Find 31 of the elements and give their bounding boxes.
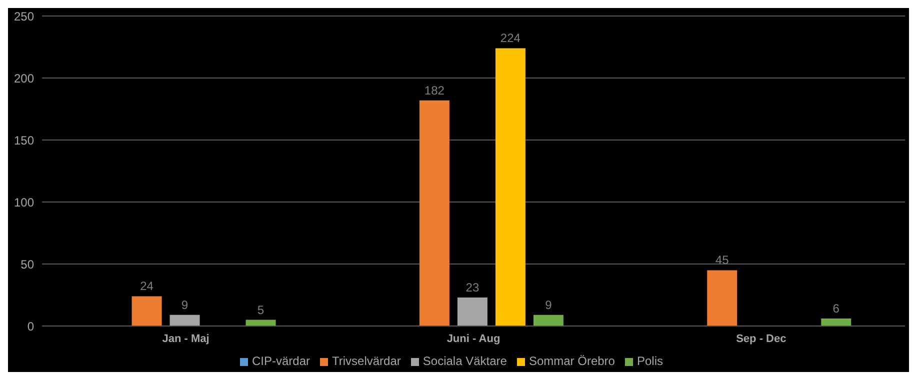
data-label: 9 [181,298,188,312]
y-tick-label: 150 [14,133,34,148]
legend-label: CIP-värdar [252,354,310,368]
y-tick-label: 50 [20,257,34,272]
data-label: 24 [140,279,154,294]
data-label: 224 [500,31,521,46]
data-label: 182 [424,83,445,98]
legend-label: Sociala Väktare [422,354,507,368]
bar [132,296,162,326]
bar [495,48,526,326]
y-tick-label: 100 [14,195,34,210]
y-tick-label: 250 [14,9,34,24]
bar [457,297,488,326]
legend-label: Polis [636,354,663,368]
data-label: 5 [257,302,264,317]
x-tick-label: Sep - Dec [736,332,786,345]
legend-label: Sommar Örebro [528,354,615,368]
bar [707,270,738,326]
bar [170,314,200,326]
data-label: 6 [832,302,840,316]
y-tick-label: 200 [14,71,34,86]
bar [419,100,450,326]
y-tick-label: 0 [27,319,34,334]
data-label: 9 [545,298,552,312]
data-label: 23 [466,280,480,294]
data-label: 45 [715,253,730,268]
x-tick-label: Jan - Maj [162,332,210,345]
x-tick-label: Juni - Aug [446,332,500,345]
bar [821,318,852,326]
bar [533,314,564,326]
legend-label: Trivselvärdar [332,354,401,368]
